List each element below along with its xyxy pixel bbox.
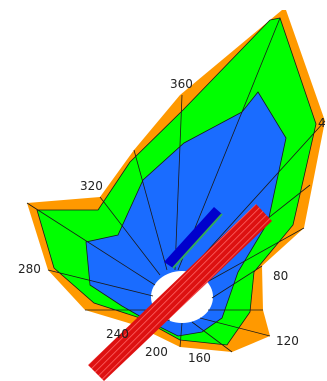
red-bar	[88, 204, 272, 381]
label-80: 80	[273, 269, 288, 283]
inner-band	[86, 92, 286, 336]
blue-bar	[164, 207, 222, 268]
label-240: 240	[106, 327, 129, 341]
label-360: 360	[170, 77, 193, 91]
label-160: 160	[188, 351, 211, 365]
angle-labels: 360 4 320 280 80 120 240 200 160	[18, 77, 326, 365]
label-4: 4	[318, 116, 326, 130]
label-200: 200	[145, 345, 168, 359]
label-120: 120	[276, 334, 299, 348]
label-320: 320	[80, 179, 103, 193]
label-280: 280	[18, 262, 41, 276]
mesh-lines	[26, 17, 326, 353]
blue-bar-edge	[172, 213, 223, 269]
